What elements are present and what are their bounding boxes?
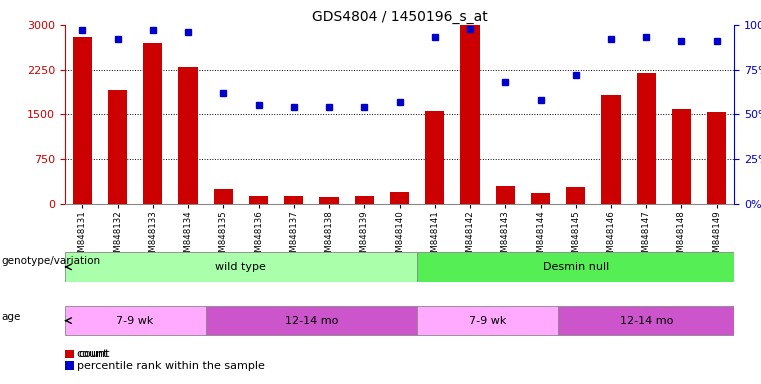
Text: 12-14 mo: 12-14 mo [619,316,673,326]
Bar [495,186,515,204]
Text: GDS4804 / 1450196_s_at: GDS4804 / 1450196_s_at [312,10,487,23]
Bar [417,306,558,335]
Bar [425,111,444,204]
Bar [178,67,198,204]
Bar [108,91,127,204]
Text: 12-14 mo: 12-14 mo [285,316,338,326]
Bar [558,306,734,335]
Bar [72,37,92,204]
Bar [65,252,417,281]
Bar [65,361,74,370]
Bar [249,196,268,204]
Bar [566,187,585,204]
Text: 7-9 wk: 7-9 wk [116,316,154,326]
Bar [205,306,417,335]
Bar [601,95,621,204]
Bar [143,43,163,204]
Text: genotype/variation: genotype/variation [2,256,100,266]
Bar [65,306,205,335]
Bar [417,252,734,281]
Bar [320,197,339,204]
Bar [355,196,374,204]
Bar [531,193,550,204]
Text: age: age [2,312,21,322]
Text: 7-9 wk: 7-9 wk [469,316,506,326]
Text: percentile rank within the sample: percentile rank within the sample [77,361,265,371]
Bar [214,189,233,204]
Bar [636,73,656,204]
Bar [65,350,74,358]
Bar [707,113,727,204]
Text: wild type: wild type [215,262,266,272]
Text: count: count [78,349,110,359]
Bar [460,25,479,204]
Text: Desmin null: Desmin null [543,262,609,272]
Bar [672,109,691,204]
Text: count: count [77,349,108,359]
Bar [284,196,304,204]
Bar [390,192,409,204]
